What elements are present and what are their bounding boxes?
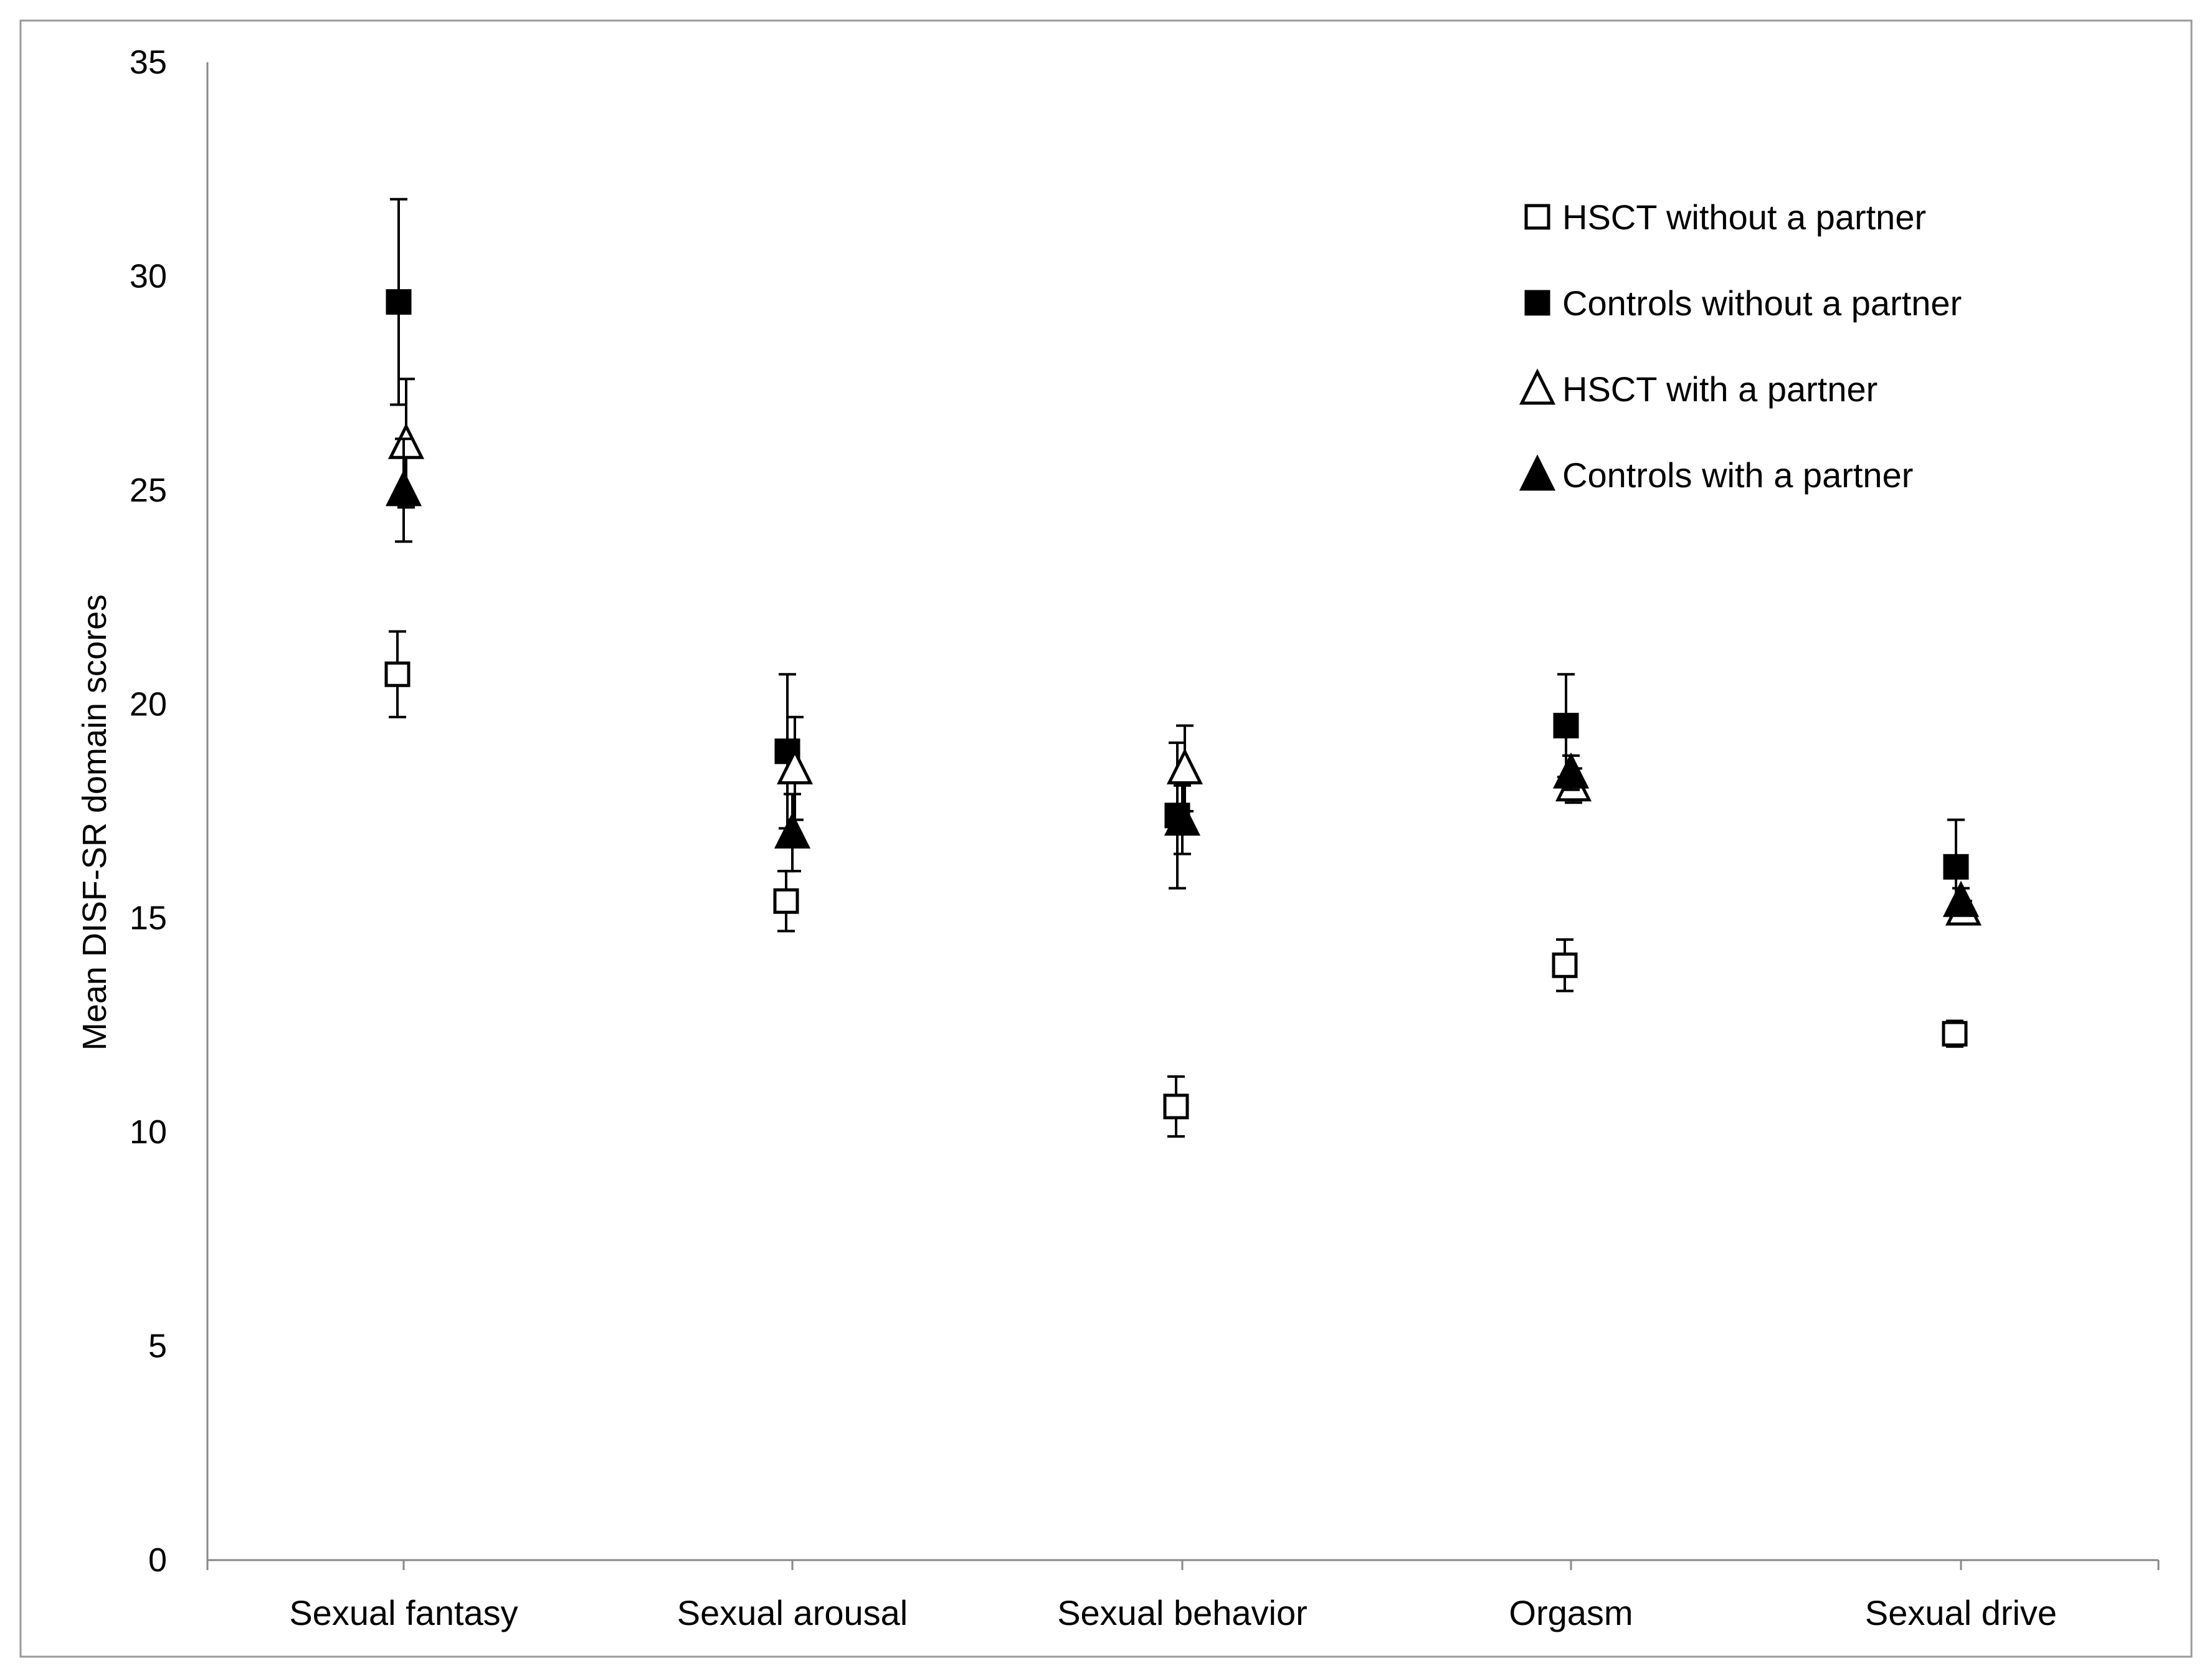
y-tick-label: 25: [130, 472, 167, 509]
legend-item: HSCT with a partner: [1519, 368, 1877, 409]
series-triangle-filled: [385, 437, 1980, 917]
data-point: [1942, 880, 1980, 917]
data-point: [773, 888, 799, 914]
y-tick-label: 20: [130, 685, 167, 723]
data-point: [1553, 713, 1579, 739]
legend-label: Controls without a partner: [1562, 283, 1962, 323]
x-category-label: Orgasm: [1509, 1593, 1633, 1632]
x-category-label: Sexual drive: [1865, 1593, 2057, 1632]
data-point: [385, 470, 422, 507]
data-point: [1943, 854, 1969, 880]
legend-label: Controls with a partner: [1562, 455, 1913, 495]
data-point: [1164, 799, 1201, 836]
data-point: [1552, 752, 1590, 789]
y-tick-label: 15: [130, 900, 167, 937]
legend-marker: [1519, 368, 1556, 405]
x-category-label: Sexual arousal: [677, 1593, 908, 1632]
data-point: [1552, 952, 1578, 978]
y-tick-label: 35: [130, 44, 167, 81]
x-category-label: Sexual fantasy: [289, 1593, 518, 1632]
chart-border: [19, 19, 2193, 1658]
x-category-label: Sexual behavior: [1057, 1593, 1308, 1632]
legend: HSCT without a partner Controls without a…: [1519, 198, 1962, 495]
y-tick-label: 0: [148, 1541, 167, 1579]
legend-item: HSCT without a partner: [1524, 198, 1926, 237]
data-point: [386, 289, 412, 315]
data-point: [1163, 1093, 1189, 1120]
legend-item: Controls without a partner: [1524, 283, 1962, 323]
data-point: [387, 422, 425, 459]
data-point: [1166, 748, 1203, 784]
legend-marker: [1524, 204, 1550, 230]
y-axis: 0 5 10 15 20 25 30 35: [130, 44, 209, 1579]
legend-label: HSCT with a partner: [1562, 369, 1877, 409]
data-point: [774, 812, 811, 849]
data-point: [776, 748, 814, 784]
series-square-open: [384, 630, 1968, 1138]
y-tick-label: 30: [130, 257, 167, 295]
legend-item: Controls with a partner: [1519, 454, 1913, 495]
data-point: [1942, 1021, 1968, 1047]
legend-marker: [1519, 454, 1556, 491]
data-point: [384, 661, 411, 687]
legend-marker: [1524, 290, 1550, 316]
series-layer: [384, 198, 1982, 1138]
y-tick-label: 10: [130, 1113, 167, 1151]
x-axis: Sexual fantasy Sexual arousal Sexual behav…: [206, 1559, 2160, 1632]
legend-label: HSCT without a partner: [1562, 198, 1926, 237]
y-tick-label: 5: [148, 1328, 167, 1365]
y-axis-title: Mean DISF-SR domain scores: [76, 594, 113, 1050]
